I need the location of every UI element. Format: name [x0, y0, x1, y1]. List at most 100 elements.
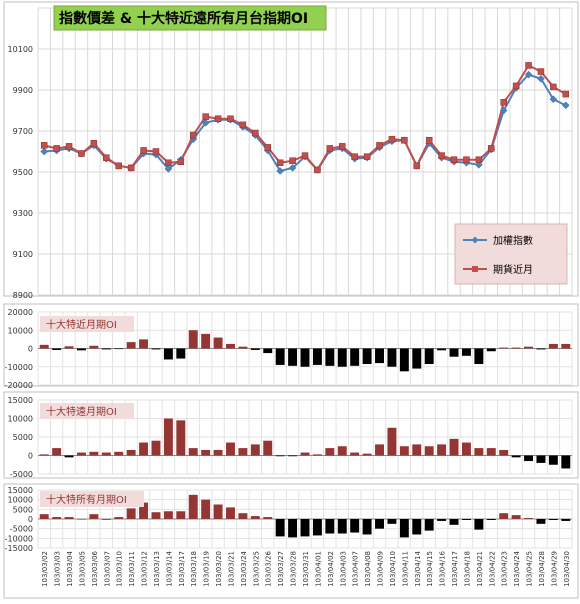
bar: [524, 346, 534, 349]
bar: [387, 348, 397, 367]
bar: [312, 348, 322, 365]
bar: [151, 440, 161, 456]
bar: [350, 519, 360, 533]
bar: [337, 519, 347, 534]
data-point-futures: [438, 152, 445, 159]
y-tick-label: 9500: [13, 168, 33, 177]
y-tick-label: 9900: [13, 86, 33, 95]
y-tick-label: 0: [28, 345, 33, 354]
y-tick-label: -20000: [5, 381, 33, 390]
data-point-futures: [339, 143, 346, 150]
bar: [399, 446, 409, 456]
bar: [250, 516, 260, 519]
bar: [449, 348, 459, 357]
y-tick-label: 5000: [13, 433, 33, 442]
data-point-futures: [202, 113, 209, 120]
bar: [300, 348, 310, 367]
y-tick-label: -10000: [5, 363, 33, 372]
data-point-futures: [152, 148, 160, 155]
x-tick-label: 103/04/11: [401, 551, 409, 587]
data-point-futures: [376, 142, 383, 149]
bar: [201, 333, 211, 349]
bar: [263, 440, 273, 456]
x-tick-label: 103/04/10: [389, 551, 397, 587]
x-tick-label: 103/04/25: [526, 551, 534, 587]
chart-title: 指數價差 & 十大特近遠所有月台指期OI: [59, 10, 308, 27]
legend-label-index: 加權指數: [493, 234, 533, 247]
bar: [300, 519, 310, 537]
x-tick-label: 103/03/05: [78, 551, 86, 587]
panel-title: 十大特遠月期OI: [46, 405, 117, 418]
data-point-futures: [488, 145, 495, 152]
x-tick-label: 103/04/22: [488, 551, 496, 587]
bar: [151, 512, 161, 519]
x-tick-label: 103/03/04: [66, 550, 74, 586]
x-tick-label: 103/04/02: [327, 551, 335, 587]
bar: [64, 517, 74, 519]
bar: [126, 508, 136, 519]
x-tick-label: 103/03/17: [178, 551, 186, 587]
y-tick-label: 10000: [8, 496, 33, 505]
bar: [226, 442, 235, 456]
data-point-futures: [425, 136, 433, 144]
x-tick-label: 103/03/31: [302, 551, 310, 587]
data-point-futures: [140, 147, 147, 154]
x-tick-label: 103/03/07: [103, 551, 111, 587]
y-tick-label: 8900: [13, 291, 33, 300]
bar: [263, 517, 273, 519]
data-point-futures: [127, 164, 135, 172]
bar: [312, 454, 322, 456]
data-point-futures: [562, 90, 570, 98]
x-tick-label: 103/03/14: [165, 550, 173, 586]
y-tick-label: 15000: [8, 486, 33, 495]
bar: [176, 420, 186, 456]
bar: [350, 348, 360, 366]
bar: [139, 442, 149, 456]
bar: [536, 519, 546, 524]
bar: [238, 513, 248, 519]
panel-label-box: [40, 316, 134, 332]
data-point-futures: [500, 99, 507, 106]
bar: [424, 519, 434, 531]
bar: [325, 519, 335, 534]
bar: [275, 519, 285, 537]
y-tick-label: 10100: [8, 45, 33, 54]
bar: [89, 451, 99, 456]
bar: [412, 444, 422, 456]
x-tick-label: 103/03/25: [252, 551, 260, 587]
bar: [288, 519, 298, 538]
x-tick-label: 103/03/24: [240, 550, 248, 586]
bar: [325, 448, 335, 456]
bar: [524, 455, 534, 462]
legend-marker-futures: [472, 266, 478, 272]
bar: [101, 519, 111, 520]
bar: [151, 348, 161, 350]
bar: [64, 455, 74, 458]
bar: [52, 448, 62, 456]
x-tick-label: 103/04/16: [439, 550, 447, 586]
bar: [561, 455, 571, 469]
data-point-futures: [525, 62, 532, 69]
bar: [226, 507, 235, 519]
bar: [486, 448, 496, 456]
bar: [52, 348, 62, 350]
data-point-futures: [289, 157, 296, 164]
data-point-futures: [550, 83, 557, 91]
bar: [176, 348, 186, 359]
bar: [461, 442, 471, 456]
data-point-futures: [40, 142, 48, 149]
x-tick-label: 103/03/06: [91, 550, 99, 586]
x-tick-label: 103/03/13: [153, 551, 161, 587]
y-tick-label: 10000: [8, 415, 33, 424]
bar: [250, 348, 260, 350]
x-tick-label: 103/03/28: [290, 551, 298, 587]
data-point-index: [201, 118, 210, 127]
y-tick-label: -5000: [10, 525, 33, 534]
bar: [126, 342, 136, 349]
bar: [64, 346, 74, 349]
bar: [387, 427, 397, 456]
data-point-futures: [189, 131, 197, 139]
bar: [561, 343, 571, 349]
bar: [399, 348, 409, 372]
bar: [89, 514, 99, 519]
